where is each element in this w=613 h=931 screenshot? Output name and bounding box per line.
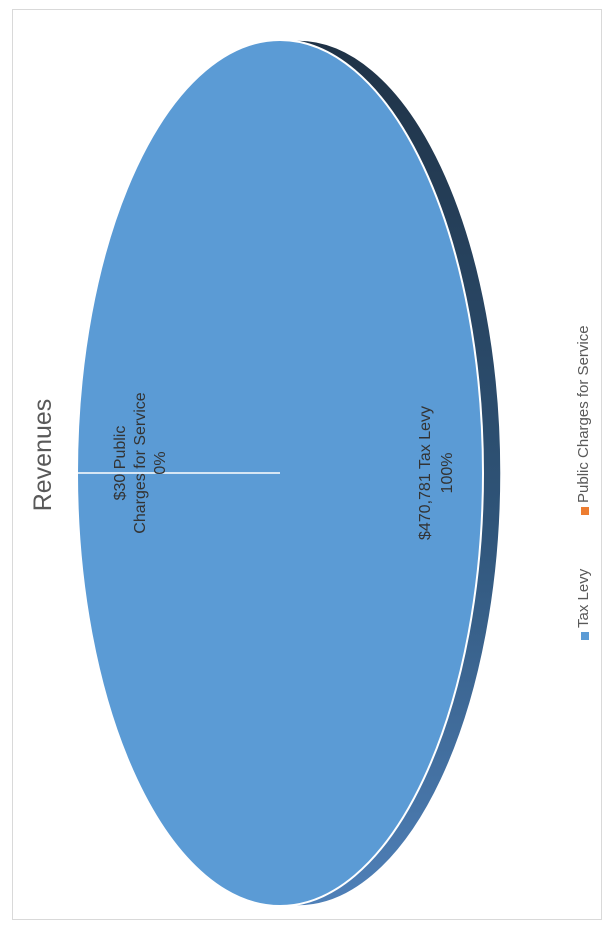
data-label-public-charges-line1: $30 Public	[112, 426, 129, 501]
legend-swatch-public-charges	[581, 507, 589, 515]
data-label-tax-levy-line1: $470,781 Tax Levy	[417, 406, 434, 540]
chart-area	[12, 9, 602, 920]
legend-label-public-charges: Public Charges for Service	[575, 325, 592, 503]
legend-swatch-tax-levy	[581, 632, 589, 640]
data-label-public-charges-line3: 0%	[152, 451, 169, 474]
data-label-tax-levy: $470,781 Tax Levy 100%	[417, 406, 456, 540]
data-label-public-charges: $30 Public Charges for Service 0%	[112, 392, 169, 533]
legend-label-tax-levy: Tax Levy	[575, 568, 592, 628]
data-label-public-charges-line2: Charges for Service	[132, 392, 149, 533]
legend: Tax Levy Public Charges for Service	[575, 325, 592, 640]
chart-title: Revenues	[29, 399, 57, 512]
data-label-tax-levy-line2: 100%	[439, 453, 456, 494]
